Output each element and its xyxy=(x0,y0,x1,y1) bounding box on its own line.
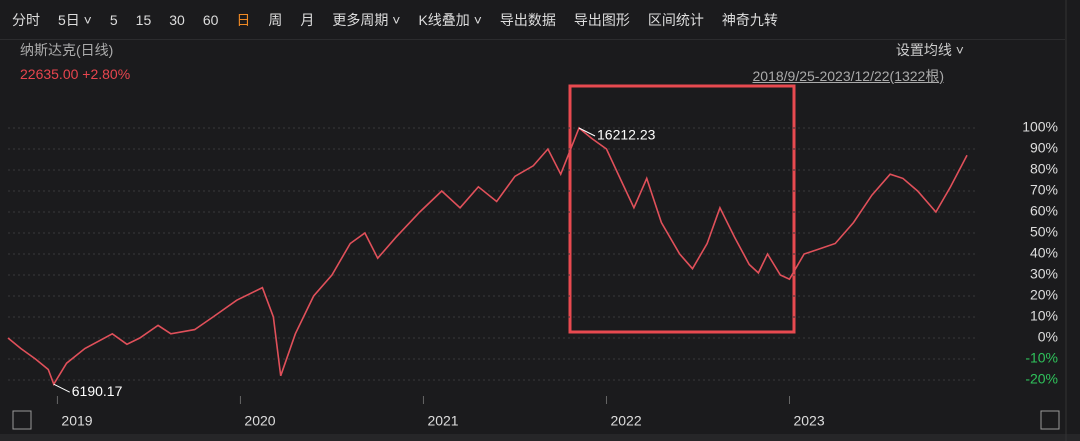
y-tick-label: 30% xyxy=(1030,266,1058,282)
bottom-tabs xyxy=(0,434,1080,441)
annotation-arrow xyxy=(578,127,596,137)
toolbar-item[interactable]: 导出数据 xyxy=(499,11,556,28)
y-tick-label: 100% xyxy=(1022,119,1058,135)
toolbar-item[interactable]: 5 xyxy=(109,11,118,28)
x-tick-label: 2022 xyxy=(610,413,641,429)
toolbar-item[interactable]: 区间统计 xyxy=(647,11,704,28)
x-tick-label: 2019 xyxy=(61,413,92,429)
y-tick-label: 60% xyxy=(1030,203,1058,219)
y-tick-label: 10% xyxy=(1030,308,1058,324)
y-tick-label: 0% xyxy=(1038,329,1058,345)
y-tick-label: 40% xyxy=(1030,245,1058,261)
toolbar-item[interactable]: 15 xyxy=(135,11,152,28)
toolbar: 分时 5日 ˅ 5 15 30 60 日周月更多周期 ˅ K线叠加 ˅ 导出数据 导出图形 区间统计… xyxy=(0,0,1065,40)
y-tick-label: -20% xyxy=(1025,371,1058,387)
y-tick-label: -10% xyxy=(1025,350,1058,366)
toolbar-item[interactable]: K线叠加 ˅ xyxy=(418,11,482,28)
highlight-box xyxy=(568,84,796,334)
toolbar-item[interactable]: 周 xyxy=(268,11,283,28)
y-tick-label: 80% xyxy=(1030,161,1058,177)
toolbar-item[interactable]: 导出图形 xyxy=(573,11,630,28)
toolbar-item[interactable]: 月 xyxy=(300,11,315,28)
scroll-left[interactable] xyxy=(12,410,32,430)
toolbar-item[interactable]: 日 xyxy=(236,11,251,28)
annotation: 6190.17 xyxy=(72,383,123,399)
scroll-right[interactable] xyxy=(1040,410,1060,430)
toolbar-item[interactable]: 分时 xyxy=(12,11,40,28)
y-tick-label: 50% xyxy=(1030,224,1058,240)
index-name: 纳斯达克(日线) xyxy=(20,42,114,58)
price-line xyxy=(7,126,968,387)
y-tick-label: 90% xyxy=(1030,140,1058,156)
x-tick-label: 2020 xyxy=(244,413,275,429)
annotation-arrow xyxy=(53,383,70,393)
toolbar-item[interactable]: 60 xyxy=(202,11,219,28)
x-tick-label: 2023 xyxy=(793,413,824,429)
toolbar-item[interactable]: 30 xyxy=(169,11,185,28)
toolbar-item[interactable]: 更多周期 ˅ xyxy=(332,11,401,28)
toolbar-item[interactable]: 神奇九转 xyxy=(721,11,778,28)
y-tick-label: 20% xyxy=(1030,287,1058,303)
annotation: 16212.23 xyxy=(597,127,656,143)
quote: 22635.00 +2.80% xyxy=(20,66,131,82)
x-tick-label: 2021 xyxy=(427,413,458,429)
toolbar-item[interactable]: 5日 ˅ xyxy=(58,11,92,28)
y-tick-label: 70% xyxy=(1030,182,1058,198)
ma-setting[interactable]: 设置均线 ˅ xyxy=(895,42,964,58)
date-range: 2018/9/25-2023/12/22(1322根) xyxy=(752,68,944,84)
